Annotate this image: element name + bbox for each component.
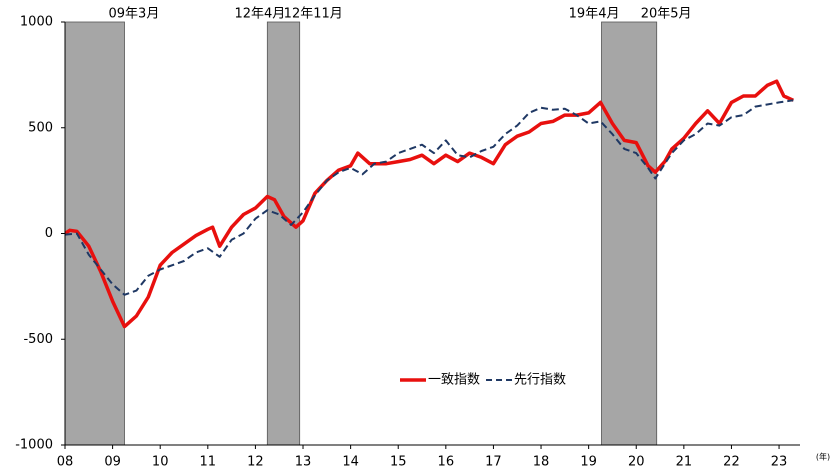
period-label: 12年11月 xyxy=(284,7,343,22)
plot-lines xyxy=(65,79,795,329)
x-tick-label: 12 xyxy=(247,455,264,470)
x-tick-label: 21 xyxy=(676,455,693,470)
y-tick-label: 0 xyxy=(45,226,53,241)
x-tick-label: 13 xyxy=(295,455,312,470)
x-tick-label: 15 xyxy=(390,455,407,470)
period-label: 09年3月 xyxy=(109,7,160,22)
period-label: 12年4月 xyxy=(234,7,285,22)
x-tick-label: 22 xyxy=(723,455,740,470)
y-tick-label: 500 xyxy=(28,120,53,135)
period-label: 19年4月 xyxy=(569,7,620,22)
x-tick-label: 08 xyxy=(57,455,74,470)
axes: -1000 -500 0 500 1000 08 09 10 11 12 13 14 15 16 17 18 1… xyxy=(15,15,800,470)
x-tick-label: 19 xyxy=(580,455,597,470)
x-unit-label: (年) xyxy=(816,452,830,462)
x-tick-label: 14 xyxy=(342,455,359,470)
x-tick-label: 11 xyxy=(200,455,217,470)
y-tick-label: -1000 xyxy=(15,438,53,453)
x-tick-label: 16 xyxy=(438,455,455,470)
period-label: 20年5月 xyxy=(641,7,692,22)
legend-label: 一致指数 xyxy=(428,373,480,388)
x-tick-label: 17 xyxy=(485,455,502,470)
x-tick-label: 18 xyxy=(533,455,550,470)
x-tick-label: 09 xyxy=(104,455,121,470)
series-line xyxy=(65,99,794,296)
x-tick-label: 10 xyxy=(152,455,169,470)
shaded-period xyxy=(266,21,301,446)
x-tick-label: 23 xyxy=(771,455,788,470)
legend-label: 先行指数 xyxy=(514,373,566,388)
shaded-period xyxy=(64,21,125,446)
series-line xyxy=(65,79,795,329)
y-tick-label: 1000 xyxy=(20,15,53,30)
shaded-period xyxy=(601,21,658,446)
x-tick-label: 20 xyxy=(628,455,645,470)
y-tick-label: -500 xyxy=(23,332,53,347)
